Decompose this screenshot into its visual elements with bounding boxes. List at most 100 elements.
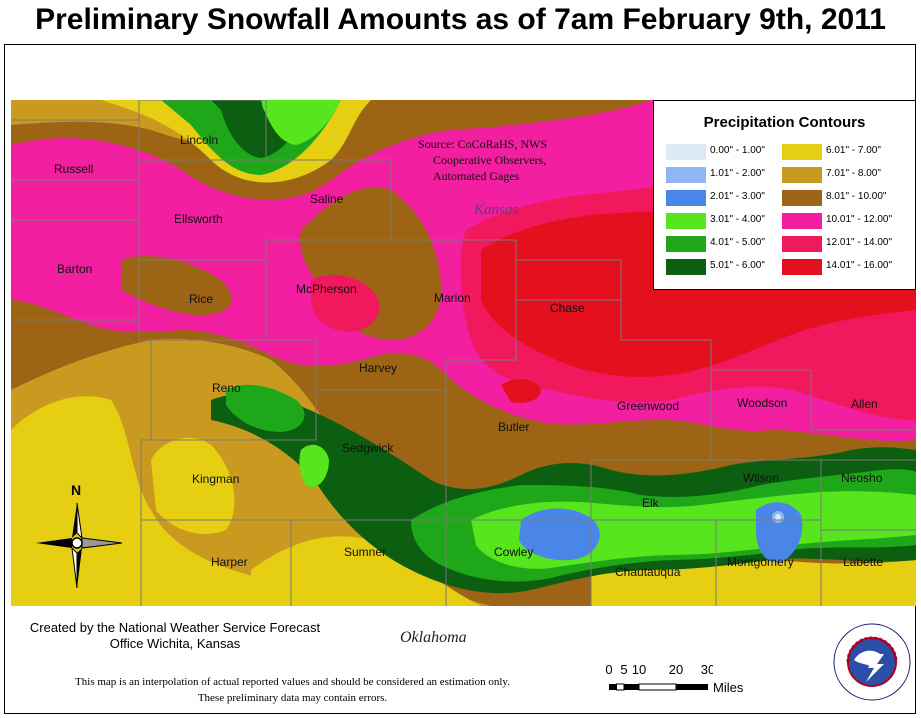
scale-tick-label: 30 [701, 662, 713, 677]
legend-swatch [666, 236, 706, 252]
neighbor-state-label: Oklahoma [400, 629, 467, 646]
credit-line: Office Wichita, Kansas [109, 636, 241, 651]
county-boundaries [11, 100, 916, 606]
county-label-harper: Harper [211, 555, 248, 569]
legend-swatch [666, 167, 706, 183]
county-label-woodson: Woodson [737, 396, 788, 410]
legend-item: 0.00" - 1.00" [666, 144, 791, 160]
source-note-line: Source: CoCoRaHS, NWS [418, 137, 547, 151]
map-title: Preliminary Snowfall Amounts as of 7am F… [35, 3, 886, 36]
scale-tick-label: 5 [620, 662, 627, 677]
legend-label: 12.01" - 14.00" [826, 237, 893, 248]
legend-swatch [666, 213, 706, 229]
legend-title: Precipitation Contours [703, 114, 866, 131]
county-label-harvey: Harvey [359, 361, 398, 375]
county-label-reno: Reno [212, 381, 241, 395]
legend-item: 12.01" - 14.00" [782, 236, 907, 252]
contour-3-4-north [261, 100, 341, 145]
legend-item: 1.01" - 2.00" [666, 167, 791, 183]
contour-6-7-s [251, 536, 481, 606]
legend-item: 5.01" - 6.00" [666, 259, 791, 275]
legend-label: 7.01" - 8.00" [826, 168, 881, 179]
county-label-wilson: Wilson [743, 471, 780, 485]
contour-6-7-se [591, 558, 916, 606]
county-label-labette: Labette [843, 555, 884, 569]
state-label: Kansas [474, 202, 519, 218]
snowfall-map[interactable] [11, 100, 916, 606]
legend-swatch [666, 144, 706, 160]
county-label-allen: Allen [851, 397, 878, 411]
county-label-marion: Marion [434, 291, 471, 305]
legend-label: 14.01" - 16.00" [826, 260, 893, 271]
legend-swatch [666, 259, 706, 275]
contour-4-5-reno [226, 384, 305, 432]
county-label-lincoln: Lincoln [180, 133, 219, 147]
legend-item: 2.01" - 3.00" [666, 190, 791, 206]
scale-units: Miles [713, 680, 744, 695]
county-label-neosho: Neosho [841, 471, 883, 485]
county-label-chautauqua: Chautauqua [615, 565, 681, 579]
contour-3-4-sedgwick [299, 444, 329, 488]
source-note: Source: CoCoRaHS, NWS Cooperative Observ… [418, 136, 547, 184]
legend-item: 8.01" - 10.00" [782, 190, 907, 206]
credit-text: Created by the National Weather Service … [20, 620, 330, 652]
source-note-line: Cooperative Observers, [433, 153, 547, 167]
legend-swatch [782, 213, 822, 229]
disclaimer-text: This map is an interpolation of actual r… [15, 674, 570, 706]
contour-2-3-cowley [519, 508, 600, 561]
county-label-barton: Barton [57, 262, 93, 276]
legend-label: 10.01" - 12.00" [826, 214, 893, 225]
county-label-mcpherson: McPherson [296, 282, 357, 296]
county-label-rice: Rice [189, 292, 214, 306]
contour-2-3-montgomery [756, 502, 803, 563]
nws-logo-icon [833, 623, 911, 701]
legend-swatch [782, 259, 822, 275]
legend-label: 1.01" - 2.00" [710, 168, 765, 179]
legend-item: 14.01" - 16.00" [782, 259, 907, 275]
disclaimer-line: These preliminary data may contain error… [197, 692, 388, 704]
contour-6-7-sw [11, 396, 341, 606]
county-label-sedgwick: Sedgwick [342, 441, 394, 455]
legend-label: 4.01" - 5.00" [710, 237, 765, 248]
county-label-cowley: Cowley [494, 545, 534, 559]
north-label: N [71, 482, 82, 498]
scale-tick-label: 10 [632, 662, 646, 677]
legend-label: 3.01" - 4.00" [710, 214, 765, 225]
legend-label: 5.01" - 6.00" [710, 260, 765, 271]
county-label-montgomery: Montgomery [727, 555, 794, 569]
county-label-butler: Butler [498, 420, 530, 434]
scale-tick-label: 20 [669, 662, 683, 677]
county-label-chase: Chase [550, 301, 585, 315]
county-label-russell: Russell [54, 162, 94, 176]
county-label-saline: Saline [310, 192, 344, 206]
legend-item: 4.01" - 5.00" [666, 236, 791, 252]
contour-0-1-montgomery [775, 514, 781, 520]
legend-label: 6.01" - 7.00" [826, 145, 881, 156]
contour-12-14-mcpherson [311, 275, 380, 332]
legend-item: 6.01" - 7.00" [782, 144, 907, 160]
legend-item: 3.01" - 4.00" [666, 213, 791, 229]
county-label-elk: Elk [642, 496, 659, 510]
legend-label: 0.00" - 1.00" [710, 145, 765, 156]
legend-swatch [782, 190, 822, 206]
scale-bar: 0 5 10 20 30 [605, 662, 713, 691]
scale-tick-label: 0 [605, 662, 612, 677]
legend-swatch [782, 167, 822, 183]
contour-14-16-small [501, 378, 541, 403]
north-arrow-icon [36, 502, 123, 588]
legend-label: 8.01" - 10.00" [826, 191, 887, 202]
county-label-ellsworth: Ellsworth [174, 212, 223, 226]
legend-swatch [782, 236, 822, 252]
legend: Precipitation Contours 0.00" - 1.00" 1.01… [653, 100, 916, 290]
contour-6-7-kingman [151, 437, 235, 534]
county-label-sumner: Sumner [344, 545, 387, 559]
county-label-greenwood: Greenwood [617, 399, 680, 413]
source-note-line: Automated Gages [433, 169, 520, 183]
contour-8-10-rice [121, 256, 232, 315]
legend-swatch [782, 144, 822, 160]
legend-swatch [666, 190, 706, 206]
credit-line: Created by the National Weather Service … [29, 620, 321, 635]
legend-label: 2.01" - 3.00" [710, 191, 765, 202]
county-label-kingman: Kingman [192, 472, 240, 486]
legend-item: 7.01" - 8.00" [782, 167, 907, 183]
